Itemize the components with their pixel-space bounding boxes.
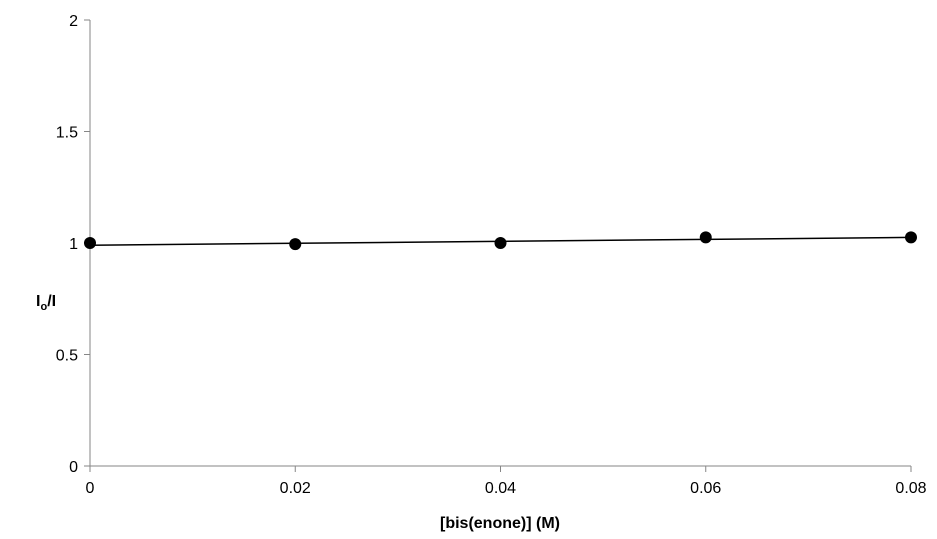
x-tick-label: 0.06 (690, 480, 721, 497)
y-axis-title: Io/I (36, 293, 56, 313)
x-tick-label: 0.04 (485, 480, 516, 497)
x-axis-title: [bis(enone)] (M) (440, 515, 560, 532)
data-points (84, 231, 917, 251)
data-point (289, 238, 302, 251)
y-axis-title-subscript: o (40, 301, 47, 313)
y-tick-label: 1 (69, 236, 78, 253)
y-tick-label: 1.5 (56, 125, 78, 142)
x-tick-label: 0 (86, 480, 95, 497)
y-axis-title-tail: /I (47, 293, 56, 310)
y-tick-label: 2 (69, 13, 78, 30)
data-point (699, 231, 712, 244)
x-axis: 0 0.02 0.04 0.06 0.08 (86, 465, 927, 497)
y-axis-title-main: I (36, 293, 40, 310)
x-tick-label: 0.08 (895, 480, 926, 497)
data-point (494, 237, 507, 249)
data-point (84, 237, 96, 249)
data-point (905, 231, 917, 244)
y-tick-label: 0.5 (56, 348, 78, 365)
y-tick-label: 0 (69, 459, 78, 476)
x-tick-label: 0.02 (280, 480, 311, 497)
